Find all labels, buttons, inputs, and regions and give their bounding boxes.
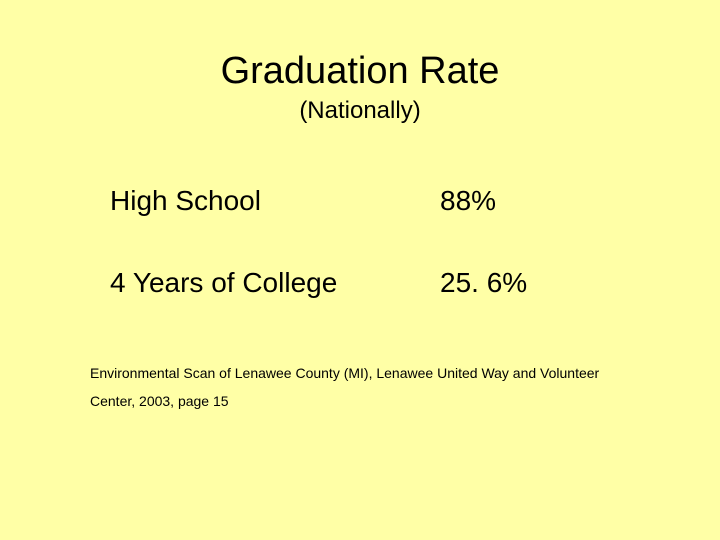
- slide-subtitle: (Nationally): [80, 97, 640, 125]
- table-row: High School 88%: [80, 185, 640, 217]
- row-label: High School: [110, 185, 440, 217]
- row-value: 25. 6%: [440, 267, 527, 299]
- slide-container: Graduation Rate (Nationally) High School…: [0, 0, 720, 540]
- slide-title: Graduation Rate: [80, 50, 640, 93]
- citation-text: Environmental Scan of Lenawee County (MI…: [80, 359, 640, 415]
- row-label: 4 Years of College: [110, 267, 440, 299]
- row-value: 88%: [440, 185, 496, 217]
- table-row: 4 Years of College 25. 6%: [80, 267, 640, 299]
